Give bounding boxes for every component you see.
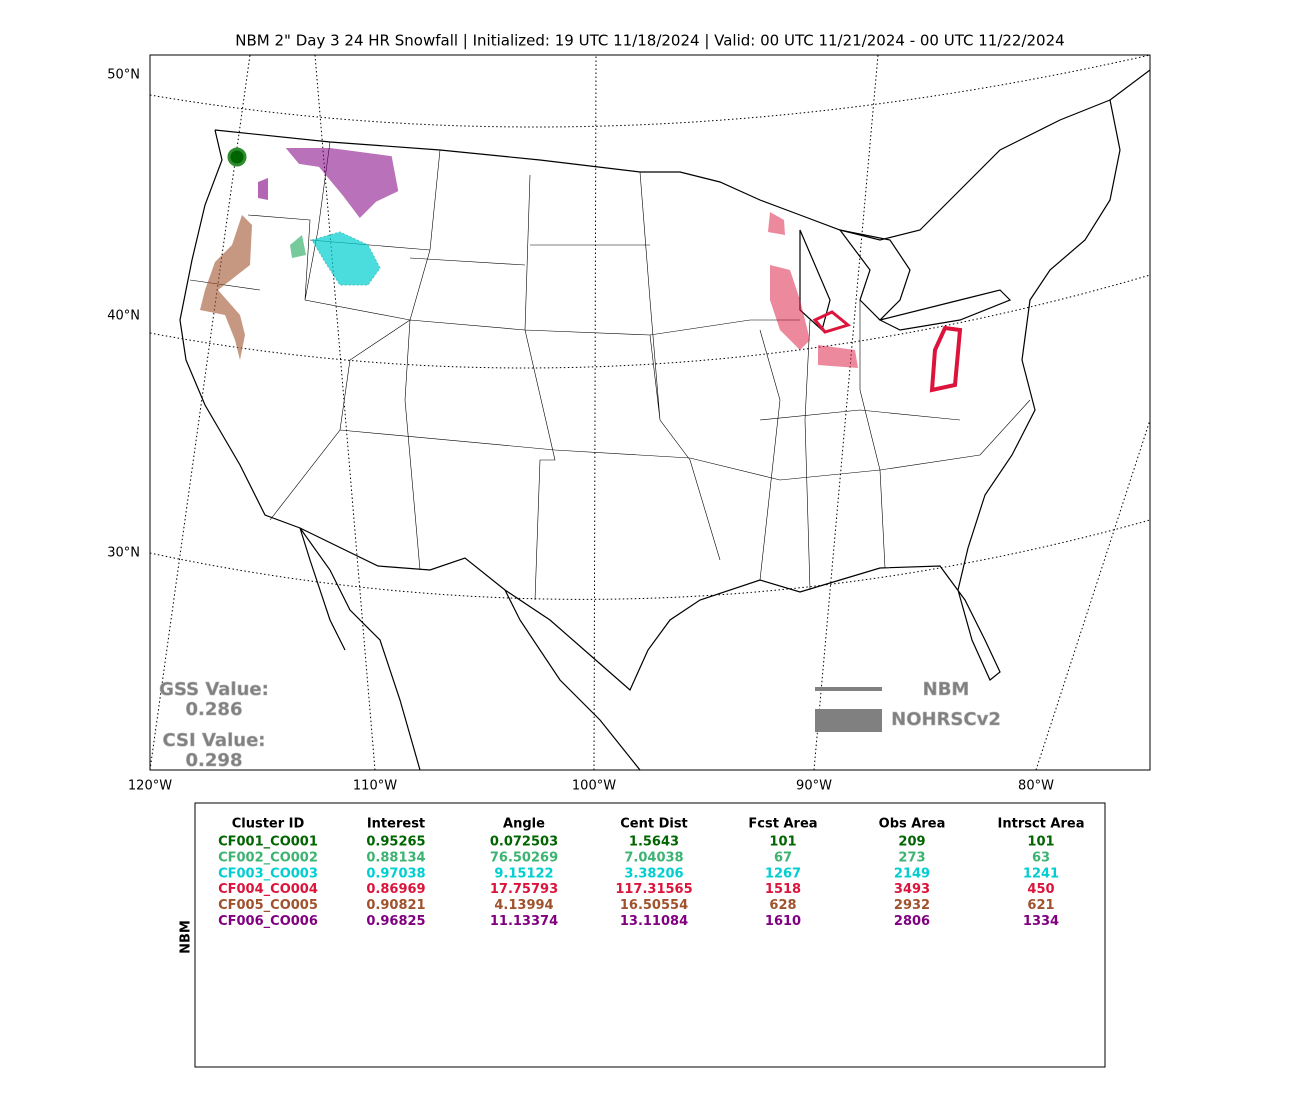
table-cell: 11.13374	[490, 914, 558, 929]
table-cell: 273	[898, 850, 925, 865]
csi-label: CSI Value:	[163, 730, 266, 751]
column-header: Cluster ID	[232, 817, 305, 832]
lon-label: 110°W	[353, 779, 397, 794]
table-cell: 0.97038	[366, 866, 425, 881]
graticule	[150, 55, 1150, 128]
table-frame	[194, 802, 1106, 1068]
table-cell: 101	[769, 835, 796, 850]
lakes	[799, 229, 1012, 332]
table-cell: 1267	[765, 866, 801, 881]
gss-label: GSS Value:	[159, 679, 269, 700]
table-cell: 628	[769, 898, 796, 913]
table-cell: 7.04038	[624, 850, 683, 865]
column-header: Intrsct Area	[998, 817, 1085, 832]
csi-value: 0.298	[186, 750, 243, 771]
lon-label: 120°W	[128, 779, 172, 794]
graticule	[150, 519, 1150, 600]
table-cell: 1610	[765, 914, 801, 929]
table-cell: 1241	[1023, 866, 1059, 881]
column-header: Obs Area	[879, 817, 946, 832]
table-cell: 67	[774, 850, 792, 865]
lat-label: 30°N	[107, 546, 140, 561]
table-cell: 0.96825	[366, 914, 425, 929]
lat-label: 40°N	[107, 309, 140, 324]
legend-swatch	[815, 709, 882, 732]
state-borders	[189, 141, 1031, 601]
table-cell: 1518	[765, 882, 801, 897]
table-cell: 2806	[894, 914, 930, 929]
table-cell: 13.11084	[620, 914, 688, 929]
table-cell: 3493	[894, 882, 930, 897]
table-cell: 16.50554	[620, 898, 688, 913]
mexico	[299, 527, 641, 770]
table-cell: 4.13994	[494, 898, 553, 913]
table-cell: 2932	[894, 898, 930, 913]
lat-label: 50°N	[107, 68, 140, 83]
table-cell: 0.88134	[366, 850, 425, 865]
graticule	[813, 55, 879, 770]
column-header: Interest	[367, 817, 425, 832]
graticule	[150, 274, 1150, 369]
table-cell: 76.50269	[490, 850, 558, 865]
gss-value: 0.286	[186, 699, 243, 720]
table-cell: 17.75793	[490, 882, 558, 897]
table-cell: 450	[1027, 882, 1054, 897]
graticule	[593, 55, 597, 770]
table-cell: 621	[1027, 898, 1054, 913]
map-title: NBM 2" Day 3 24 HR Snowfall | Initialize…	[235, 32, 1064, 50]
column-header: Cent Dist	[620, 817, 688, 832]
table-cell: 3.38206	[624, 866, 683, 881]
column-header: Angle	[503, 817, 545, 832]
table-cell: CF006_CO006	[218, 914, 318, 929]
graticule	[1035, 419, 1150, 770]
table: Cluster ID Interest Angle Cent Dist Fcst Are…	[218, 817, 1084, 930]
table-cell: 9.15122	[494, 866, 553, 881]
map	[150, 55, 1150, 770]
table-cell: 0.86969	[366, 882, 425, 897]
table-cell: CF001_CO001	[218, 835, 318, 850]
snow-objects	[200, 147, 963, 393]
lon-label: 90°W	[796, 779, 832, 794]
table-cell: 0.90821	[366, 898, 425, 913]
table-cell: CF002_CO002	[218, 850, 318, 865]
graticule	[150, 55, 251, 770]
map-frame	[149, 54, 1151, 771]
table-cell: 0.95265	[366, 835, 425, 850]
table-cell: CF005_CO005	[218, 898, 318, 913]
table-cell: 117.31565	[615, 882, 692, 897]
table-cell: 1.5643	[629, 835, 679, 850]
table-side-label: NBM	[179, 920, 194, 954]
table-cell: 63	[1032, 850, 1050, 865]
column-header: Fcst Area	[748, 817, 817, 832]
coastline	[179, 69, 1150, 691]
table-cell: 1334	[1023, 914, 1059, 929]
legend-label: NBM	[923, 679, 970, 700]
legend-label: NOHRSCv2	[891, 709, 1001, 730]
table-cell: 0.072503	[490, 835, 558, 850]
table-cell: 209	[898, 835, 925, 850]
table-cell: CF003_CO003	[218, 866, 318, 881]
table-cell: 2149	[894, 866, 930, 881]
lon-label: 100°W	[572, 779, 616, 794]
lon-label: 80°W	[1018, 779, 1054, 794]
table-cell: 101	[1027, 835, 1054, 850]
table-cell: CF004_CO004	[218, 882, 318, 897]
border	[214, 99, 1111, 241]
